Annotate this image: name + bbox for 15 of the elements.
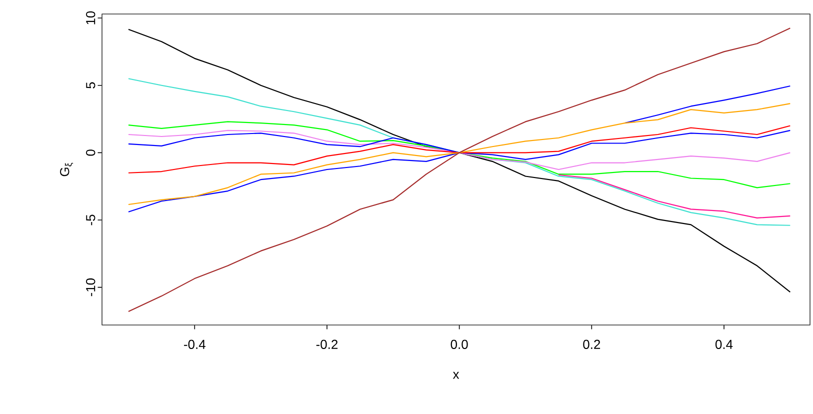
y-axis-title: G$_{ξ}$ (60, 162, 74, 176)
y-tick-label: 10 (86, 11, 96, 24)
x-tick-label: -0.4 (184, 340, 206, 349)
line-series (558, 174, 791, 219)
x-tick-label: -0.2 (316, 340, 338, 349)
y-tick-label: -5 (86, 214, 96, 226)
y-tick-label: 5 (86, 82, 96, 88)
x-tick-label: 0.4 (715, 340, 733, 349)
x-axis-title: x (452, 372, 460, 379)
x-tick-label: 0.0 (450, 340, 468, 349)
y-tick-label: 0 (86, 150, 96, 156)
line-series (128, 102, 791, 206)
y-tick-label: -10 (86, 278, 96, 296)
line-series (128, 121, 791, 188)
x-tick-label: 0.2 (583, 340, 600, 349)
